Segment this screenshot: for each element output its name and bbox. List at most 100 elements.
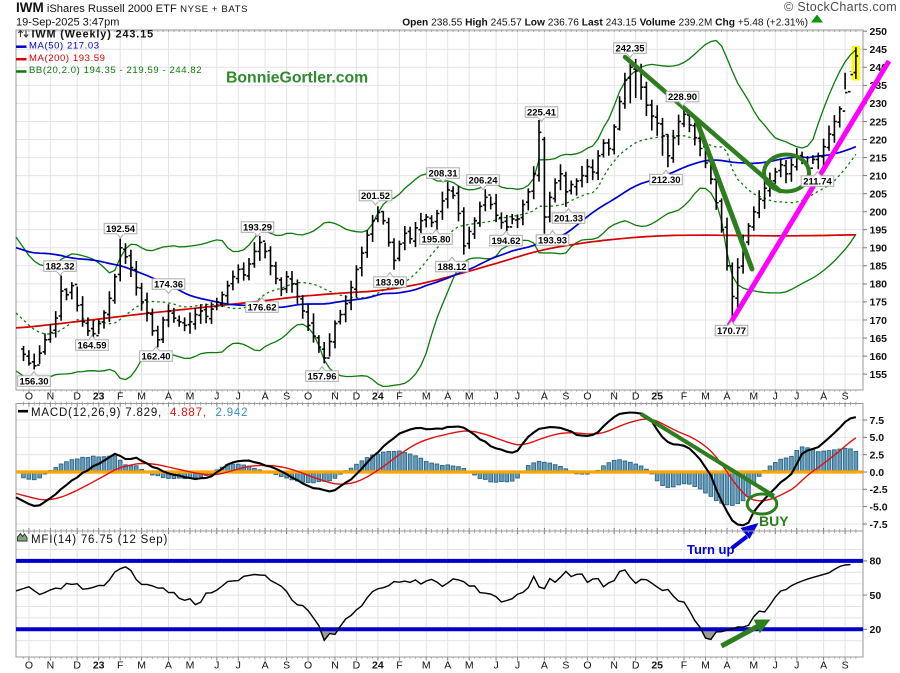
svg-text:M: M (422, 660, 431, 672)
svg-text:225: 225 (870, 116, 888, 128)
svg-text:J: J (515, 660, 520, 672)
svg-text:© StockCharts.com: © StockCharts.com (784, 0, 897, 14)
svg-text:IWM (Weekly) 243.15: IWM (Weekly) 243.15 (32, 29, 155, 41)
svg-text:M: M (749, 391, 758, 403)
svg-text:210: 210 (870, 170, 888, 182)
svg-text:24: 24 (372, 391, 384, 403)
svg-text:J: J (794, 391, 799, 403)
svg-text:O: O (304, 391, 312, 403)
svg-text:S: S (562, 391, 569, 403)
svg-text:25: 25 (651, 391, 663, 403)
svg-text:165: 165 (870, 333, 888, 345)
svg-text:J: J (515, 391, 520, 403)
svg-text:N: N (47, 660, 55, 672)
svg-text:A: A (165, 660, 172, 672)
svg-text:S: S (842, 391, 849, 403)
svg-text:245: 245 (870, 44, 888, 56)
svg-text:0.0: 0.0 (870, 467, 885, 479)
svg-text:212.30: 212.30 (651, 175, 680, 186)
svg-text:175: 175 (870, 297, 888, 309)
svg-text:MA(50) 217.03: MA(50) 217.03 (29, 41, 100, 52)
svg-text:A: A (541, 391, 548, 403)
svg-text:A: A (444, 391, 451, 403)
svg-text:M: M (137, 391, 146, 403)
svg-text:211.74: 211.74 (803, 176, 832, 187)
svg-text:D: D (73, 391, 81, 403)
svg-text:242.35: 242.35 (615, 43, 645, 54)
svg-text:188.12: 188.12 (437, 262, 466, 273)
svg-text:195.80: 195.80 (421, 234, 450, 245)
svg-text:F: F (681, 660, 687, 672)
svg-text:A: A (820, 391, 827, 403)
svg-text:228.90: 228.90 (668, 92, 697, 103)
svg-text:D: D (632, 391, 640, 403)
svg-text:230: 230 (870, 98, 888, 110)
svg-text:170.77: 170.77 (717, 326, 746, 337)
svg-text:192.54: 192.54 (106, 224, 136, 235)
svg-text:N: N (331, 660, 339, 672)
svg-text:J: J (214, 391, 219, 403)
svg-text:156.30: 156.30 (19, 376, 48, 387)
svg-text:250: 250 (870, 26, 888, 38)
svg-text:S: S (283, 660, 290, 672)
svg-text:D: D (353, 391, 361, 403)
svg-text:J: J (773, 660, 778, 672)
svg-text:A: A (444, 660, 451, 672)
svg-text:F: F (396, 660, 402, 672)
svg-text:O: O (304, 660, 312, 672)
svg-text:J: J (236, 660, 241, 672)
svg-text:176.62: 176.62 (247, 302, 276, 313)
svg-text:-7.5: -7.5 (870, 519, 888, 531)
svg-text:F: F (117, 660, 123, 672)
svg-text:-2.5: -2.5 (870, 484, 888, 496)
svg-text:220: 220 (870, 134, 888, 146)
svg-text:M: M (749, 660, 758, 672)
svg-text:180: 180 (870, 279, 888, 291)
svg-text:164.59: 164.59 (77, 340, 106, 351)
svg-text:2.942: 2.942 (216, 407, 249, 419)
svg-text:M: M (701, 660, 710, 672)
svg-text:174.36: 174.36 (154, 279, 183, 290)
svg-text:M: M (137, 660, 146, 672)
svg-text:J: J (214, 660, 219, 672)
svg-text:D: D (73, 660, 81, 672)
svg-text:80: 80 (870, 556, 882, 568)
svg-text:F: F (117, 391, 123, 403)
svg-text:25: 25 (651, 660, 663, 672)
svg-text:M: M (701, 391, 710, 403)
svg-text:MACD(12,26,9) 7.829,: MACD(12,26,9) 7.829, (31, 407, 162, 419)
svg-text:182.32: 182.32 (45, 261, 74, 272)
svg-text:O: O (583, 391, 591, 403)
svg-text:225.41: 225.41 (527, 107, 557, 118)
svg-text:23: 23 (93, 391, 105, 403)
svg-text:Open 238.55 High 245.57 Low 23: Open 238.55 High 245.57 Low 236.76 Last … (402, 18, 808, 29)
svg-text:O: O (25, 391, 33, 403)
svg-text:IWM iShares Russell 2000 ETF N: IWM iShares Russell 2000 ETF NYSE + BATS (16, 0, 248, 15)
svg-text:208.31: 208.31 (428, 168, 458, 179)
svg-text:O: O (583, 660, 591, 672)
svg-text:19-Sep-2025 3:47pm: 19-Sep-2025 3:47pm (16, 17, 119, 29)
svg-text:J: J (794, 660, 799, 672)
svg-text:S: S (842, 660, 849, 672)
svg-text:200: 200 (870, 207, 888, 219)
svg-text:J: J (773, 391, 778, 403)
svg-text:5.0: 5.0 (870, 432, 885, 444)
svg-text:205: 205 (870, 189, 888, 201)
svg-text:A: A (723, 391, 730, 403)
svg-text:185: 185 (870, 261, 888, 273)
svg-text:4.887,: 4.887, (170, 407, 207, 419)
svg-text:M: M (465, 391, 474, 403)
svg-text:193.93: 193.93 (538, 235, 567, 246)
svg-text:J: J (493, 391, 498, 403)
svg-text:193.29: 193.29 (243, 222, 272, 233)
svg-text:183.90: 183.90 (375, 277, 404, 288)
svg-text:A: A (820, 660, 827, 672)
svg-text:S: S (562, 660, 569, 672)
svg-text:2.5: 2.5 (870, 450, 885, 462)
svg-text:157.96: 157.96 (307, 371, 336, 382)
svg-text:N: N (610, 391, 618, 403)
svg-text:N: N (610, 660, 618, 672)
svg-text:194.62: 194.62 (491, 236, 520, 247)
svg-text:M: M (465, 660, 474, 672)
svg-text:A: A (165, 391, 172, 403)
